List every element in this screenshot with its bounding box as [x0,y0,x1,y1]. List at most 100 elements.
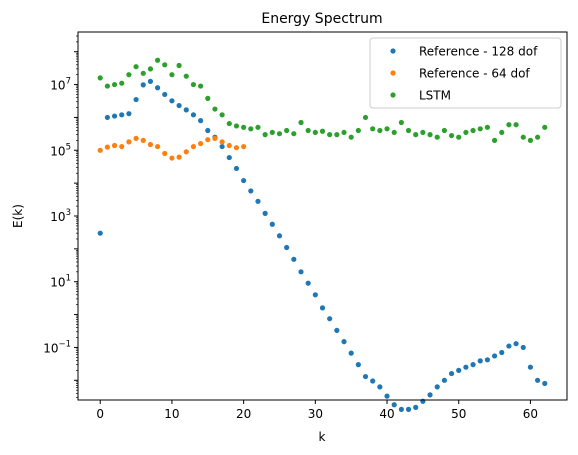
data-point [434,134,440,140]
x-tick-label: 60 [523,407,538,421]
data-point [362,114,369,121]
data-point [470,362,476,368]
data-point [413,132,419,138]
data-point [441,377,447,383]
data-point [104,114,110,121]
y-tick-label: 107 [50,77,71,93]
x-axis: 0 10 20 30 40 50 60 [96,400,538,421]
data-point [291,256,297,262]
data-point [312,292,318,298]
data-point [169,98,175,104]
data-point [233,145,240,151]
data-point [248,126,254,132]
data-point [470,127,476,134]
data-point [341,129,347,136]
data-point [284,244,290,251]
data-point [319,305,326,311]
data-point [198,118,204,124]
x-tick-label: 40 [379,407,394,421]
data-point [262,210,268,216]
data-point [535,377,541,383]
data-point [535,134,541,140]
data-point [212,106,218,112]
data-point [391,129,397,136]
data-point [477,126,483,132]
data-point [133,96,139,103]
data-point [162,150,168,157]
data-point [248,188,254,194]
data-point [506,343,512,349]
data-point [405,127,412,134]
data-point [491,137,498,143]
data-point [327,132,333,138]
legend-marker [390,92,396,98]
data-point [241,124,247,130]
plot-area [97,57,548,412]
data-point [226,154,232,161]
x-tick-label: 0 [96,407,104,421]
data-point [111,81,118,88]
data-point [527,137,534,143]
x-tick-label: 20 [236,407,251,421]
data-point [147,141,154,148]
data-point [133,64,139,70]
data-point [499,349,505,356]
data-point [542,124,548,130]
data-point [527,364,534,370]
data-point [219,139,225,145]
data-point [520,134,526,140]
legend-label: LSTM [419,89,451,103]
data-point [140,137,146,143]
data-point [183,149,189,155]
data-point [334,132,340,138]
data-point [427,132,433,138]
data-point [104,144,110,150]
legend-label: Reference - 64 dof [419,67,530,81]
data-point [420,398,426,404]
data-point [226,142,232,149]
data-point [348,350,354,356]
data-point [448,370,455,377]
series-0 [97,78,548,412]
data-point [370,126,376,132]
data-point [147,66,154,72]
x-tick-label: 50 [451,407,466,421]
data-point [205,137,211,143]
data-point [305,127,311,134]
y-axis: 10−1 101 103 105 107 [43,35,78,398]
data-point [305,280,311,286]
data-point [198,140,204,147]
data-point [241,143,247,150]
data-point [398,406,404,412]
data-point [205,95,211,101]
data-point [513,341,519,347]
data-point [405,406,412,412]
data-point [370,378,376,384]
data-point [298,269,304,275]
data-point [334,327,340,333]
data-point [456,367,462,373]
data-point [448,132,455,139]
data-point [97,230,103,236]
data-point [276,131,283,137]
data-point [513,122,519,128]
data-point [298,119,304,126]
data-point [97,147,103,153]
data-point [520,344,526,351]
data-point [119,112,125,118]
y-tick-label: 103 [50,208,71,224]
data-point [233,165,240,172]
data-point [190,112,197,118]
data-point [499,129,505,136]
data-point [205,127,211,134]
data-point [384,393,390,399]
legend: Reference - 128 dof Reference - 64 dof LST… [369,37,562,109]
data-point [183,107,189,113]
data-point [284,127,290,134]
data-point [219,112,225,118]
legend-box [369,37,562,109]
data-point [491,353,498,359]
chart-title: Energy Spectrum [261,11,382,27]
data-point [348,134,354,140]
data-point [312,129,318,136]
